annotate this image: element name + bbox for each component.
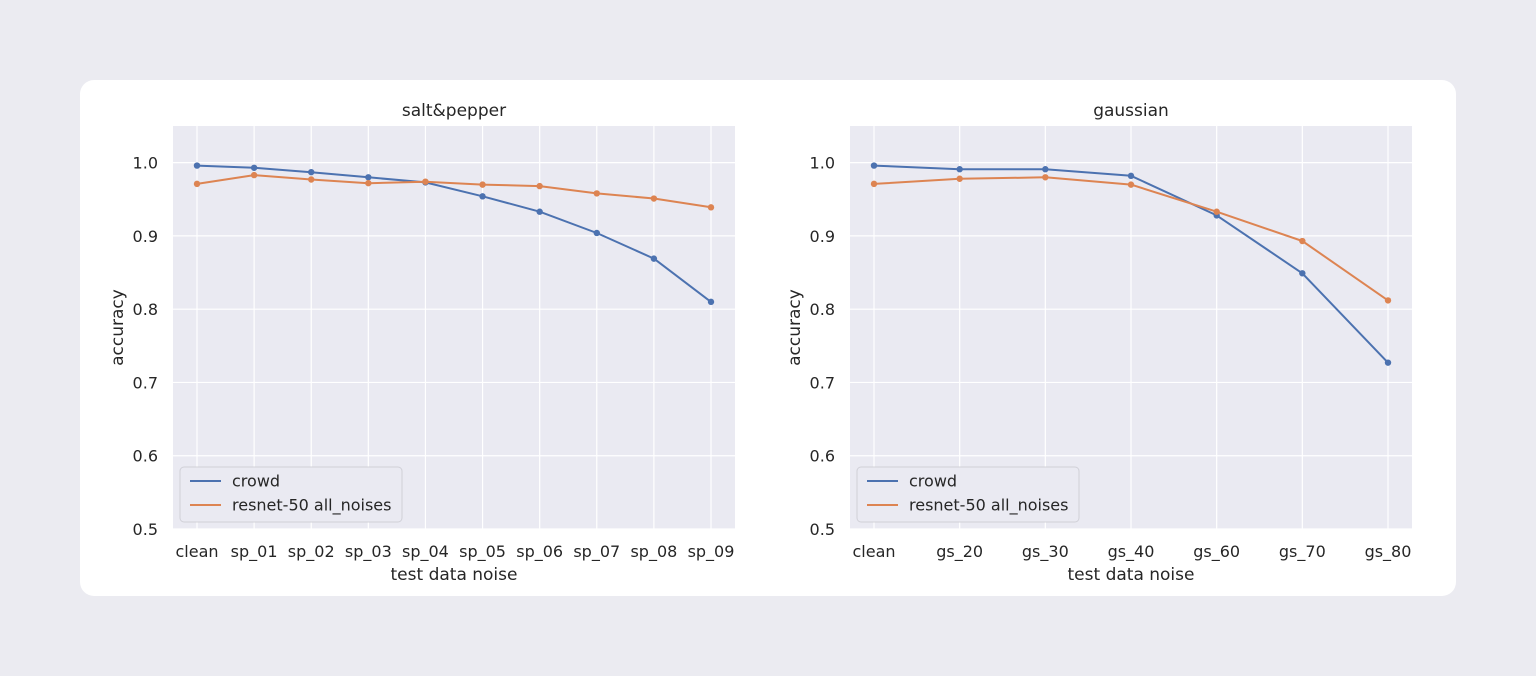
y-tick-label: 0.5 xyxy=(133,520,158,539)
x-tick-label: sp_05 xyxy=(459,542,506,562)
data-point xyxy=(365,179,372,187)
x-axis-label: test data noise xyxy=(1068,565,1195,585)
data-point xyxy=(1042,174,1049,181)
data-point xyxy=(593,190,600,197)
data-point xyxy=(1127,181,1135,188)
x-tick-label: sp_07 xyxy=(573,542,620,562)
data-point xyxy=(1384,359,1392,366)
data-point xyxy=(536,208,543,215)
data-point xyxy=(650,255,658,262)
series-line-resnet-50-all-noises xyxy=(196,174,712,209)
data-point xyxy=(1042,166,1049,173)
legend-box xyxy=(856,466,1080,523)
data-point xyxy=(536,182,543,190)
figure-card: 0.5 0.6 0.7 0.8 0.9 1.0 clean sp_01 sp_02 sp_03 sp… xyxy=(80,80,1456,596)
data-point xyxy=(707,204,715,211)
data-point xyxy=(193,180,201,188)
data-point xyxy=(593,229,600,237)
series-line-crowd xyxy=(196,164,712,303)
data-point xyxy=(956,166,963,173)
data-point xyxy=(956,175,963,182)
y-tick-label: 0.6 xyxy=(810,447,835,466)
chart-title: gaussian xyxy=(1093,101,1169,121)
data-point xyxy=(308,168,315,176)
legend-label: resnet-50 all_noises xyxy=(909,496,1068,516)
x-tick-label: sp_06 xyxy=(516,542,563,562)
x-tick-label: gs_40 xyxy=(1108,542,1155,562)
data-point xyxy=(308,176,315,183)
x-tick-label: sp_04 xyxy=(402,542,449,562)
y-tick-label: 0.5 xyxy=(810,520,835,539)
x-tick-label: sp_02 xyxy=(288,542,335,562)
y-axis-label: accuracy xyxy=(785,289,805,366)
data-point xyxy=(193,162,201,169)
chart-gaussian: 0.5 0.6 0.7 0.8 0.9 1.0 clean gs_20 gs_30 gs_40 gs… xyxy=(785,101,1412,585)
data-point xyxy=(250,171,258,179)
y-tick-label: 0.7 xyxy=(810,373,835,392)
x-tick-label: clean xyxy=(175,542,218,561)
data-point xyxy=(707,298,715,306)
data-point xyxy=(479,181,486,188)
data-point xyxy=(250,164,258,171)
figure-svg: 0.5 0.6 0.7 0.8 0.9 1.0 clean sp_01 sp_02 sp_03 sp… xyxy=(108,101,1412,585)
legend-label: crowd xyxy=(232,472,280,491)
data-point xyxy=(1384,297,1392,304)
legend-label: crowd xyxy=(909,472,957,491)
x-tick-label: gs_30 xyxy=(1022,542,1069,562)
x-tick-label: sp_03 xyxy=(345,542,392,562)
data-point xyxy=(1127,172,1135,180)
data-point xyxy=(365,174,372,181)
y-tick-label: 0.8 xyxy=(133,300,158,319)
y-tick-label: 0.8 xyxy=(810,300,835,319)
y-tick-label: 0.6 xyxy=(133,447,158,466)
legend-box xyxy=(179,466,403,523)
data-point xyxy=(650,195,658,202)
data-point xyxy=(1213,208,1220,215)
data-point xyxy=(422,178,429,185)
y-tick-label: 0.7 xyxy=(133,373,158,392)
chart-salt-pepper: 0.5 0.6 0.7 0.8 0.9 1.0 clean sp_01 sp_02 sp_03 sp… xyxy=(108,101,735,585)
data-point xyxy=(870,180,878,188)
x-tick-label: clean xyxy=(852,542,895,561)
x-tick-label: sp_01 xyxy=(231,542,278,562)
y-tick-label: 0.9 xyxy=(133,227,158,246)
plot-area xyxy=(173,126,735,529)
y-tick-label: 1.0 xyxy=(133,154,158,173)
data-point xyxy=(1299,237,1306,245)
legend-label: resnet-50 all_noises xyxy=(232,496,391,516)
x-tick-label: gs_80 xyxy=(1365,542,1412,562)
y-tick-label: 1.0 xyxy=(810,154,835,173)
data-point xyxy=(1299,270,1306,277)
x-tick-label: sp_09 xyxy=(688,542,735,562)
x-tick-label: gs_70 xyxy=(1279,542,1326,562)
x-tick-label: gs_60 xyxy=(1193,542,1240,562)
y-axis-label: accuracy xyxy=(108,289,128,366)
chart-title: salt&pepper xyxy=(402,101,506,121)
x-tick-label: gs_20 xyxy=(936,542,983,562)
data-point xyxy=(870,162,878,169)
x-tick-label: sp_08 xyxy=(630,542,677,562)
y-tick-label: 0.9 xyxy=(810,227,835,246)
x-axis-label: test data noise xyxy=(391,565,518,585)
data-point xyxy=(479,193,486,200)
